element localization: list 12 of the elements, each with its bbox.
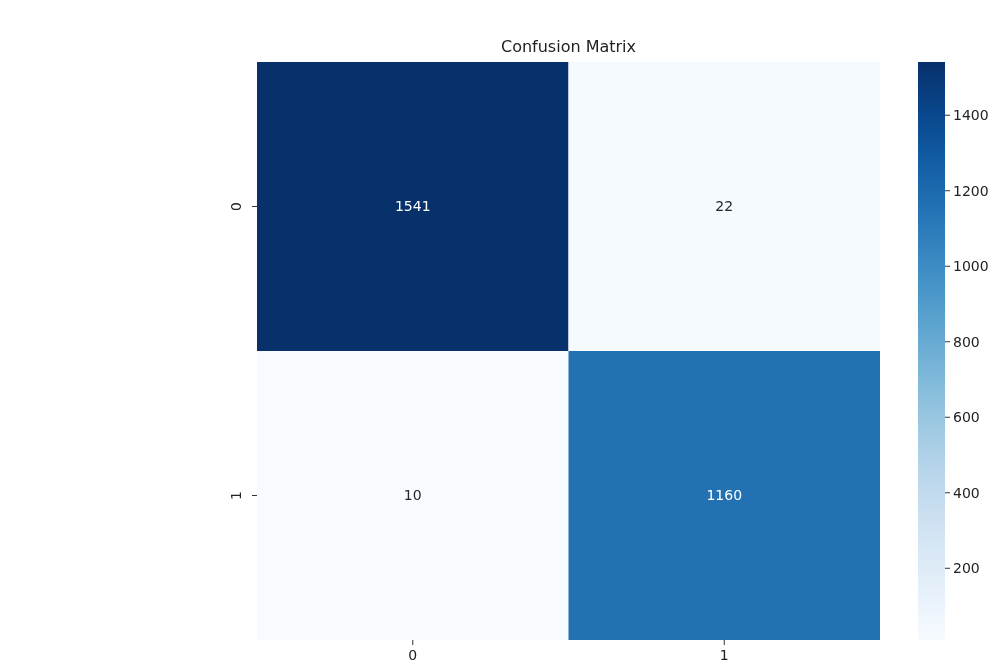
color-bar-label: 1400: [953, 107, 989, 124]
chart-title: Confusion Matrix: [500, 37, 637, 56]
color-bar-label: 400: [953, 484, 980, 501]
data-label: 1541: [394, 198, 431, 215]
color-bar-label: 200: [953, 560, 980, 577]
data-label: 22: [715, 198, 734, 215]
data-label: 10: [403, 487, 422, 504]
data-label: 1160: [706, 487, 743, 504]
color-bar-label: 600: [953, 409, 980, 426]
color-bar-label: 1000: [953, 258, 989, 275]
color-bar-label: 800: [953, 333, 980, 350]
color-bar-label: 1200: [953, 182, 989, 199]
